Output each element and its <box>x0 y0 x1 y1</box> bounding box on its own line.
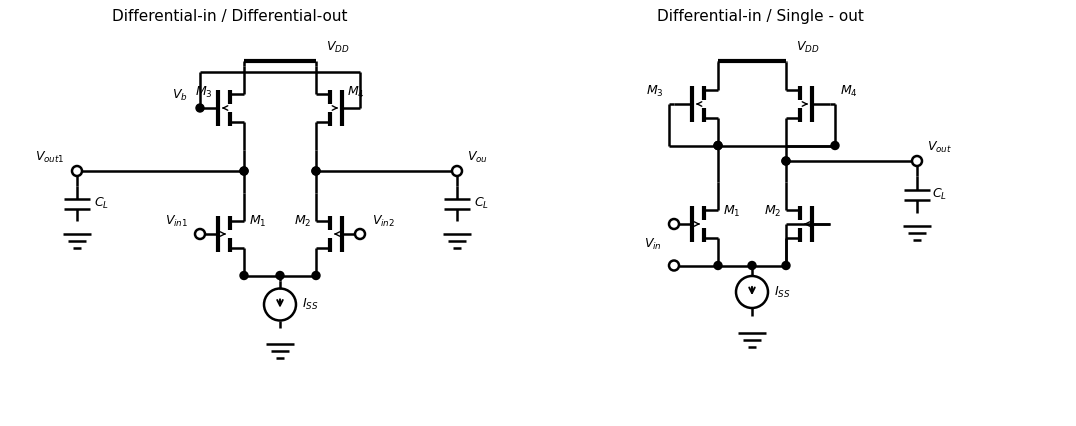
Circle shape <box>782 157 790 165</box>
Circle shape <box>714 141 722 150</box>
Text: $M_3$: $M_3$ <box>196 85 213 100</box>
Circle shape <box>714 262 722 270</box>
Text: $V_{out1}$: $V_{out1}$ <box>36 150 65 165</box>
Circle shape <box>669 219 679 229</box>
Circle shape <box>277 271 284 279</box>
Circle shape <box>714 141 722 150</box>
Text: $C_L$: $C_L$ <box>94 196 109 210</box>
Circle shape <box>240 167 247 175</box>
Circle shape <box>196 104 204 112</box>
Text: Differential-in / Differential-out: Differential-in / Differential-out <box>112 9 348 23</box>
Text: $M_2$: $M_2$ <box>764 204 781 219</box>
Text: $V_{ou}$: $V_{ou}$ <box>467 150 489 165</box>
Circle shape <box>195 229 206 239</box>
Text: $V_{DD}$: $V_{DD}$ <box>326 40 350 55</box>
Text: $M_1$: $M_1$ <box>249 214 267 229</box>
Text: $M_3$: $M_3$ <box>647 84 664 99</box>
Text: $V_{out}$: $V_{out}$ <box>928 140 952 155</box>
Text: $C_L$: $C_L$ <box>475 196 490 210</box>
Text: $M_4$: $M_4$ <box>840 84 858 99</box>
Circle shape <box>312 167 320 175</box>
Text: $V_{in}$: $V_{in}$ <box>645 237 662 252</box>
Text: Differential-in / Single - out: Differential-in / Single - out <box>656 9 863 23</box>
Text: $V_b$: $V_b$ <box>172 88 188 103</box>
Circle shape <box>355 229 365 239</box>
Circle shape <box>748 262 756 270</box>
Circle shape <box>669 261 679 271</box>
Circle shape <box>312 271 320 279</box>
Circle shape <box>912 156 922 166</box>
Circle shape <box>831 141 839 150</box>
Text: $M_1$: $M_1$ <box>723 204 740 219</box>
Text: $V_{in2}$: $V_{in2}$ <box>372 214 395 229</box>
Circle shape <box>240 167 247 175</box>
Text: $C_L$: $C_L$ <box>932 187 947 201</box>
Circle shape <box>240 271 247 279</box>
Text: $V_{in1}$: $V_{in1}$ <box>165 214 188 229</box>
Text: $M_2$: $M_2$ <box>294 214 311 229</box>
Circle shape <box>782 157 790 165</box>
Text: $V_{DD}$: $V_{DD}$ <box>796 40 820 55</box>
Circle shape <box>452 166 462 176</box>
Circle shape <box>782 262 790 270</box>
Circle shape <box>312 167 320 175</box>
Circle shape <box>72 166 82 176</box>
Text: $M_4$: $M_4$ <box>346 85 365 100</box>
Text: $I_{SS}$: $I_{SS}$ <box>774 285 791 299</box>
Text: $I_{SS}$: $I_{SS}$ <box>302 297 318 312</box>
